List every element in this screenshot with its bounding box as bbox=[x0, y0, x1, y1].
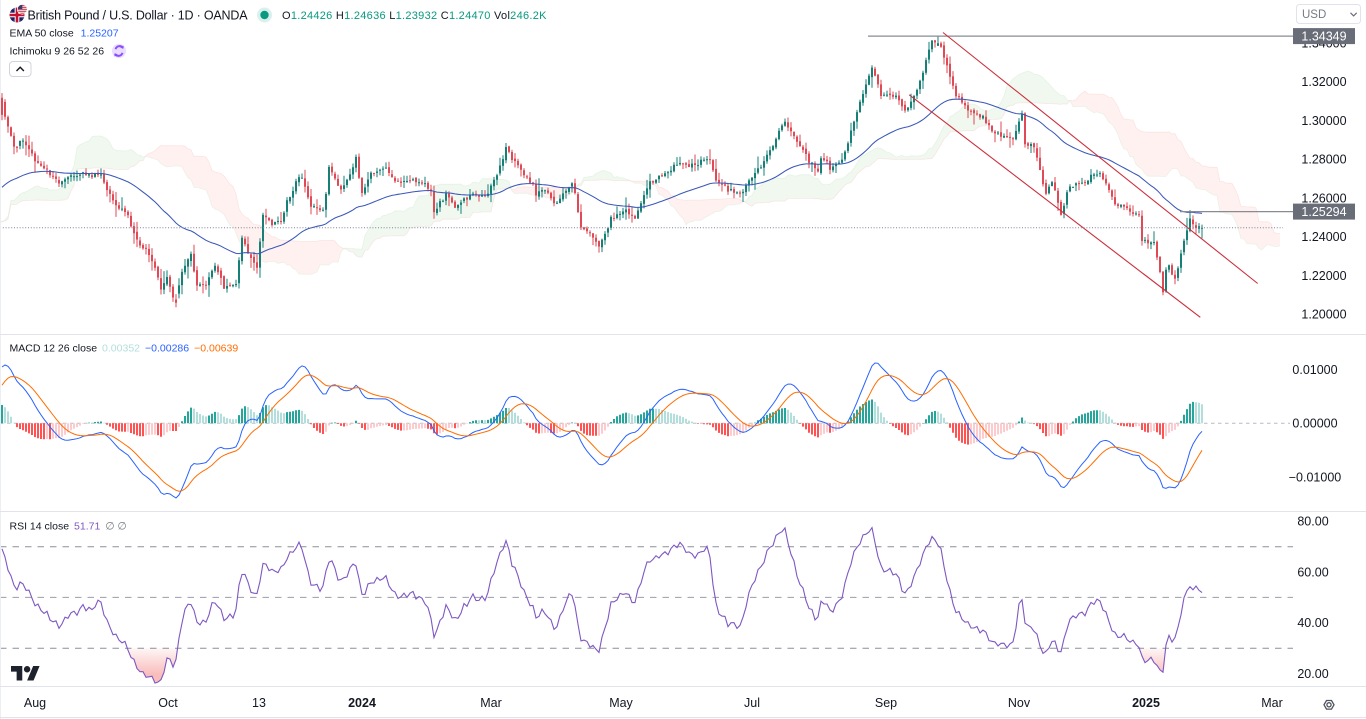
svg-text:USD: USD bbox=[1302, 9, 1326, 21]
svg-text:1.26000: 1.26000 bbox=[1301, 192, 1346, 206]
svg-text:Jul: Jul bbox=[744, 696, 760, 710]
svg-text:1.24000: 1.24000 bbox=[1301, 230, 1346, 244]
svg-text:Oct: Oct bbox=[158, 696, 178, 710]
svg-text:60.00: 60.00 bbox=[1297, 565, 1328, 579]
svg-text:1.20000: 1.20000 bbox=[1301, 308, 1346, 322]
svg-text:−0.01000: −0.01000 bbox=[1289, 470, 1342, 484]
svg-text:Mar: Mar bbox=[480, 696, 502, 710]
svg-text:Sep: Sep bbox=[875, 696, 897, 710]
svg-text:Aug: Aug bbox=[24, 696, 46, 710]
svg-text:0.00000: 0.00000 bbox=[1292, 417, 1337, 431]
svg-text:40.00: 40.00 bbox=[1297, 616, 1328, 630]
svg-text:80.00: 80.00 bbox=[1297, 515, 1328, 529]
svg-text:13: 13 bbox=[252, 696, 266, 710]
svg-text:20.00: 20.00 bbox=[1297, 667, 1328, 681]
svg-text:Nov: Nov bbox=[1008, 696, 1031, 710]
svg-text:O1.24426 H1.24636 L1.23932 C1.: O1.24426 H1.24636 L1.23932 C1.24470 Vol2… bbox=[282, 10, 547, 22]
svg-text:2025: 2025 bbox=[1132, 696, 1160, 710]
svg-text:2024: 2024 bbox=[348, 696, 376, 710]
svg-text:1.30000: 1.30000 bbox=[1301, 114, 1346, 128]
svg-text:1.28000: 1.28000 bbox=[1301, 153, 1346, 167]
svg-text:EMA 50 close 1.25207: EMA 50 close 1.25207 bbox=[10, 28, 119, 40]
svg-text:1.34349: 1.34349 bbox=[1301, 29, 1346, 43]
svg-text:British Pound / U.S. Dollar ·: British Pound / U.S. Dollar · 1D · OANDA bbox=[28, 9, 249, 23]
svg-text:1.25294: 1.25294 bbox=[1301, 205, 1346, 219]
svg-text:Ichimoku 9 26 52 26: Ichimoku 9 26 52 26 bbox=[10, 46, 105, 58]
svg-text:0.01000: 0.01000 bbox=[1292, 363, 1337, 377]
svg-text:May: May bbox=[609, 696, 633, 710]
svg-text:Mar: Mar bbox=[1261, 696, 1283, 710]
svg-text:1.32000: 1.32000 bbox=[1301, 75, 1346, 89]
svg-text:1.22000: 1.22000 bbox=[1301, 269, 1346, 283]
